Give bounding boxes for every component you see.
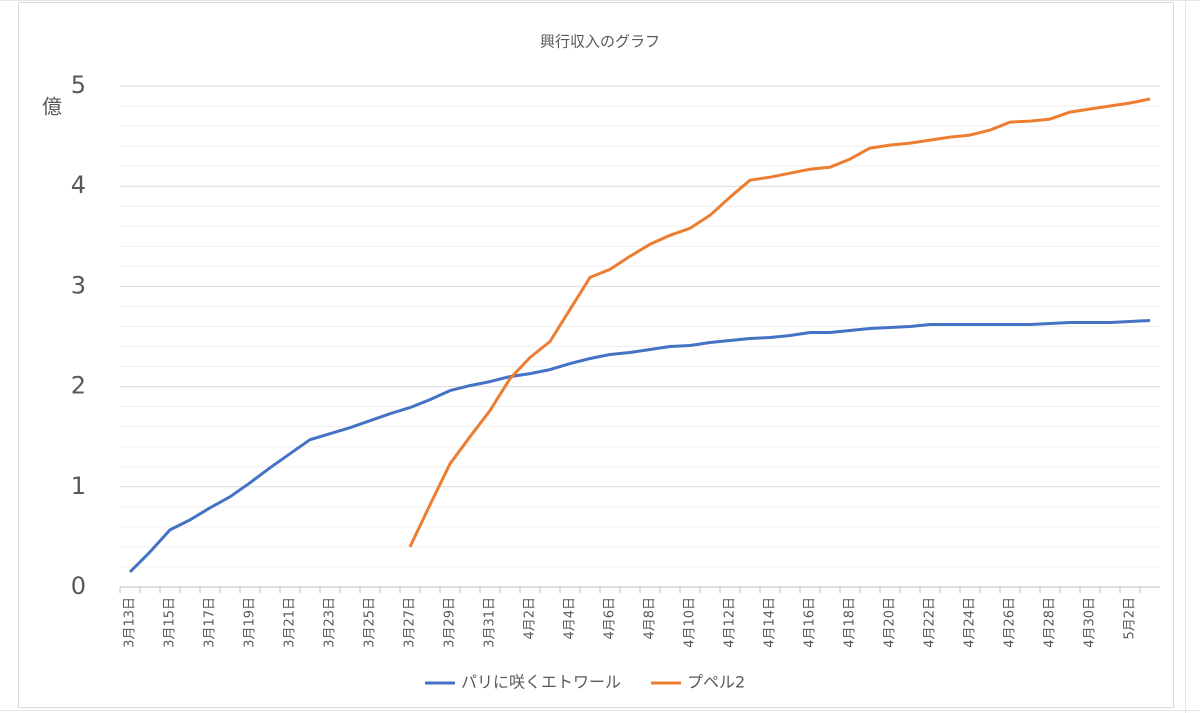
y-tick-label: 5: [71, 71, 86, 99]
x-tick-label: 4月10日: [683, 597, 698, 648]
x-tick-label: 4月16日: [803, 597, 818, 648]
x-tick-label: 4月6日: [603, 597, 618, 640]
x-tick-label: 3月13日: [123, 597, 138, 648]
x-tick-label: 3月15日: [163, 597, 178, 648]
legend-label: プペル2: [687, 673, 745, 692]
x-tick-label: 4月26日: [1003, 597, 1018, 648]
y-tick-label: 4: [71, 171, 86, 199]
x-tick-label: 4月18日: [843, 597, 858, 648]
x-tick-label: 3月21日: [283, 597, 298, 648]
x-tick-label: 3月31日: [483, 597, 498, 648]
x-tick-label: 5月2日: [1123, 597, 1138, 640]
legend-label: パリに咲くエトワール: [461, 673, 621, 692]
x-tick-label: 3月19日: [243, 597, 258, 648]
x-tick-label: 3月25日: [363, 597, 378, 648]
x-tick-label: 4月24日: [963, 597, 978, 648]
series-line: [128, 319, 1151, 574]
x-tick-label: 4月20日: [883, 597, 898, 648]
x-tick-label: 4月14日: [763, 597, 778, 648]
x-tick-label: 3月23日: [323, 597, 338, 648]
x-tick-label: 4月22日: [923, 597, 938, 648]
x-tick-label: 3月27日: [403, 597, 418, 648]
y-tick-label: 3: [71, 271, 86, 299]
x-tick-label: 3月17日: [203, 597, 218, 648]
chart-title: 興行収入のグラフ: [540, 33, 660, 51]
y-axis-label: 億: [42, 95, 62, 119]
y-tick-label: 1: [71, 472, 86, 500]
x-tick-label: 4月2日: [523, 597, 538, 640]
x-tick-label: 3月29日: [443, 597, 458, 648]
x-tick-label: 4月8日: [643, 597, 658, 640]
x-tick-label: 4月4日: [563, 597, 578, 640]
y-tick-label: 0: [71, 572, 86, 600]
chart-area: [18, 2, 1174, 708]
x-tick-label: 4月28日: [1043, 597, 1058, 648]
series-line: [408, 97, 1151, 548]
x-tick-label: 4月30日: [1083, 597, 1098, 648]
y-tick-label: 2: [71, 372, 86, 400]
x-tick-label: 4月12日: [723, 597, 738, 648]
